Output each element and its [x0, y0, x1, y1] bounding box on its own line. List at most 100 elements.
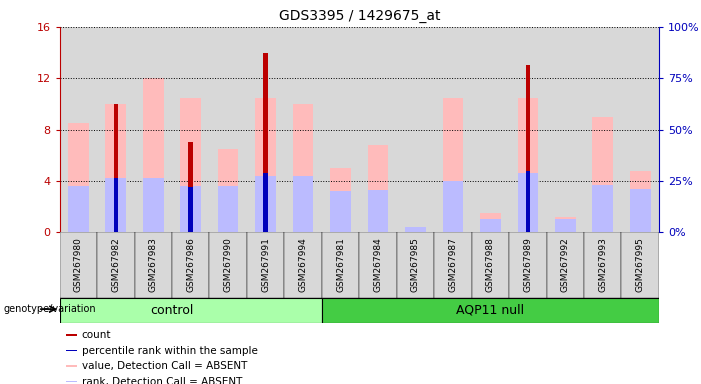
Bar: [592, 185, 613, 232]
Bar: [322, 232, 359, 298]
Bar: [405, 227, 426, 232]
Text: GSM267991: GSM267991: [261, 238, 270, 293]
Bar: [397, 27, 434, 232]
Bar: [397, 232, 434, 298]
Text: GSM267982: GSM267982: [111, 238, 121, 292]
Bar: [293, 176, 313, 232]
Bar: [330, 191, 350, 232]
Bar: [293, 104, 313, 232]
Bar: [264, 53, 268, 232]
Text: percentile rank within the sample: percentile rank within the sample: [81, 346, 257, 356]
Text: AQP11 null: AQP11 null: [456, 304, 524, 316]
Bar: [68, 123, 88, 232]
Bar: [114, 104, 118, 232]
Bar: [264, 173, 268, 232]
Bar: [66, 366, 77, 367]
Text: GSM267990: GSM267990: [224, 238, 233, 293]
Text: GSM267985: GSM267985: [411, 238, 420, 293]
Bar: [143, 179, 163, 232]
Bar: [60, 232, 97, 298]
Bar: [509, 27, 547, 232]
Bar: [105, 104, 126, 232]
Text: GSM267984: GSM267984: [374, 238, 383, 292]
Bar: [285, 232, 322, 298]
Text: control: control: [150, 304, 193, 316]
Bar: [210, 27, 247, 232]
Bar: [255, 98, 276, 232]
Bar: [172, 232, 210, 298]
Text: GSM267992: GSM267992: [561, 238, 570, 292]
Text: GSM267993: GSM267993: [598, 238, 607, 293]
Bar: [368, 145, 388, 232]
Text: GSM267994: GSM267994: [299, 238, 308, 292]
Bar: [247, 27, 285, 232]
Bar: [180, 186, 201, 232]
Bar: [143, 78, 163, 232]
Bar: [105, 179, 126, 232]
Bar: [97, 27, 135, 232]
Text: GSM267995: GSM267995: [636, 238, 645, 293]
Bar: [442, 98, 463, 232]
Bar: [66, 381, 77, 382]
Text: GSM267988: GSM267988: [486, 238, 495, 293]
Bar: [247, 232, 285, 298]
Text: GSM267981: GSM267981: [336, 238, 345, 293]
Bar: [442, 181, 463, 232]
Bar: [97, 232, 135, 298]
Bar: [359, 232, 397, 298]
Bar: [180, 98, 201, 232]
Bar: [526, 170, 530, 232]
Bar: [480, 220, 501, 232]
Text: genotype/variation: genotype/variation: [4, 304, 96, 314]
Text: rank, Detection Call = ABSENT: rank, Detection Call = ABSENT: [81, 377, 242, 384]
Bar: [584, 27, 622, 232]
Bar: [547, 27, 584, 232]
Bar: [66, 334, 77, 336]
Text: GSM267980: GSM267980: [74, 238, 83, 293]
Bar: [330, 168, 350, 232]
Bar: [285, 27, 322, 232]
Bar: [60, 27, 97, 232]
Bar: [68, 186, 88, 232]
Bar: [547, 232, 584, 298]
Bar: [135, 232, 172, 298]
Bar: [472, 27, 509, 232]
Bar: [509, 232, 547, 298]
Bar: [172, 27, 210, 232]
Text: value, Detection Call = ABSENT: value, Detection Call = ABSENT: [81, 361, 247, 371]
Text: GSM267989: GSM267989: [524, 238, 532, 293]
Bar: [472, 232, 509, 298]
Bar: [517, 173, 538, 232]
Bar: [480, 213, 501, 232]
Bar: [517, 98, 538, 232]
Text: count: count: [81, 330, 111, 340]
Bar: [189, 142, 193, 232]
Bar: [434, 232, 472, 298]
Text: GSM267987: GSM267987: [449, 238, 458, 293]
Bar: [60, 298, 322, 323]
Bar: [189, 187, 193, 232]
Text: GSM267983: GSM267983: [149, 238, 158, 293]
Bar: [584, 232, 622, 298]
Title: GDS3395 / 1429675_at: GDS3395 / 1429675_at: [278, 9, 440, 23]
Bar: [368, 190, 388, 232]
Bar: [135, 27, 172, 232]
Bar: [218, 149, 238, 232]
Bar: [434, 27, 472, 232]
Bar: [66, 350, 77, 351]
Bar: [255, 176, 276, 232]
Bar: [405, 227, 426, 232]
Bar: [359, 27, 397, 232]
Bar: [555, 217, 576, 232]
Bar: [210, 232, 247, 298]
Bar: [555, 220, 576, 232]
Bar: [630, 170, 651, 232]
Bar: [622, 232, 659, 298]
Bar: [592, 117, 613, 232]
Bar: [322, 298, 659, 323]
Bar: [322, 27, 359, 232]
Bar: [526, 65, 530, 232]
Bar: [622, 27, 659, 232]
Bar: [114, 179, 118, 232]
Bar: [218, 186, 238, 232]
